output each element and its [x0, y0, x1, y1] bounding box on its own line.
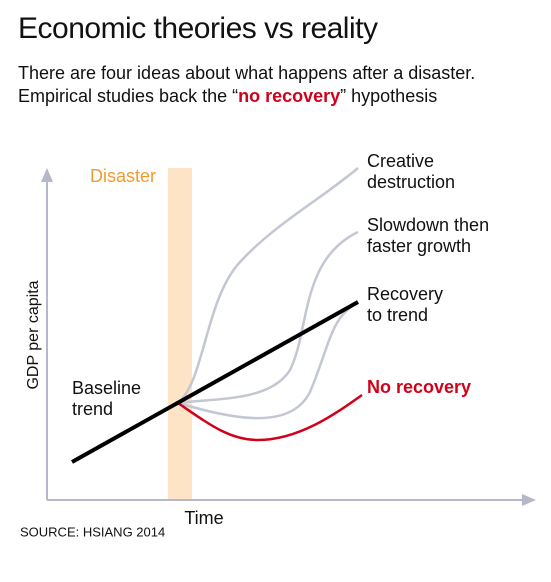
outcome-label: Slowdown then: [367, 215, 489, 235]
subtitle-text: There are four ideas about what happens …: [18, 63, 476, 106]
event-label: Disaster: [90, 166, 156, 186]
title: Economic theories vs reality: [18, 12, 378, 45]
source: SOURCE: HSIANG 2014: [20, 524, 165, 539]
no-recovery-curve: [177, 393, 363, 442]
subtitle-text: ” hypothesis: [340, 86, 438, 106]
outcome-label: Creative: [367, 151, 434, 171]
baseline-label: Baseline: [72, 378, 141, 398]
baseline-trend: [71, 300, 359, 464]
outcome-label: faster growth: [367, 236, 471, 256]
y-axis-label: GDP per capita: [25, 280, 42, 389]
outcome-label: No recovery: [367, 377, 471, 397]
curve: [177, 230, 359, 405]
subtitle: There are four ideas about what happens …: [18, 62, 518, 108]
disaster-band: [168, 168, 192, 500]
subtitle-highlight: no recovery: [238, 86, 341, 106]
curve: [177, 167, 359, 404]
x-axis-arrow: [522, 494, 536, 506]
scenario-curves: [177, 167, 359, 420]
outcome-label: to trend: [367, 305, 428, 325]
outcome-label: Recovery: [367, 284, 443, 304]
curve: [177, 300, 359, 420]
outcome-label: destruction: [367, 172, 455, 192]
x-axis-label: Time: [184, 508, 223, 528]
y-axis-arrow: [41, 168, 53, 182]
baseline-label: trend: [72, 399, 113, 419]
